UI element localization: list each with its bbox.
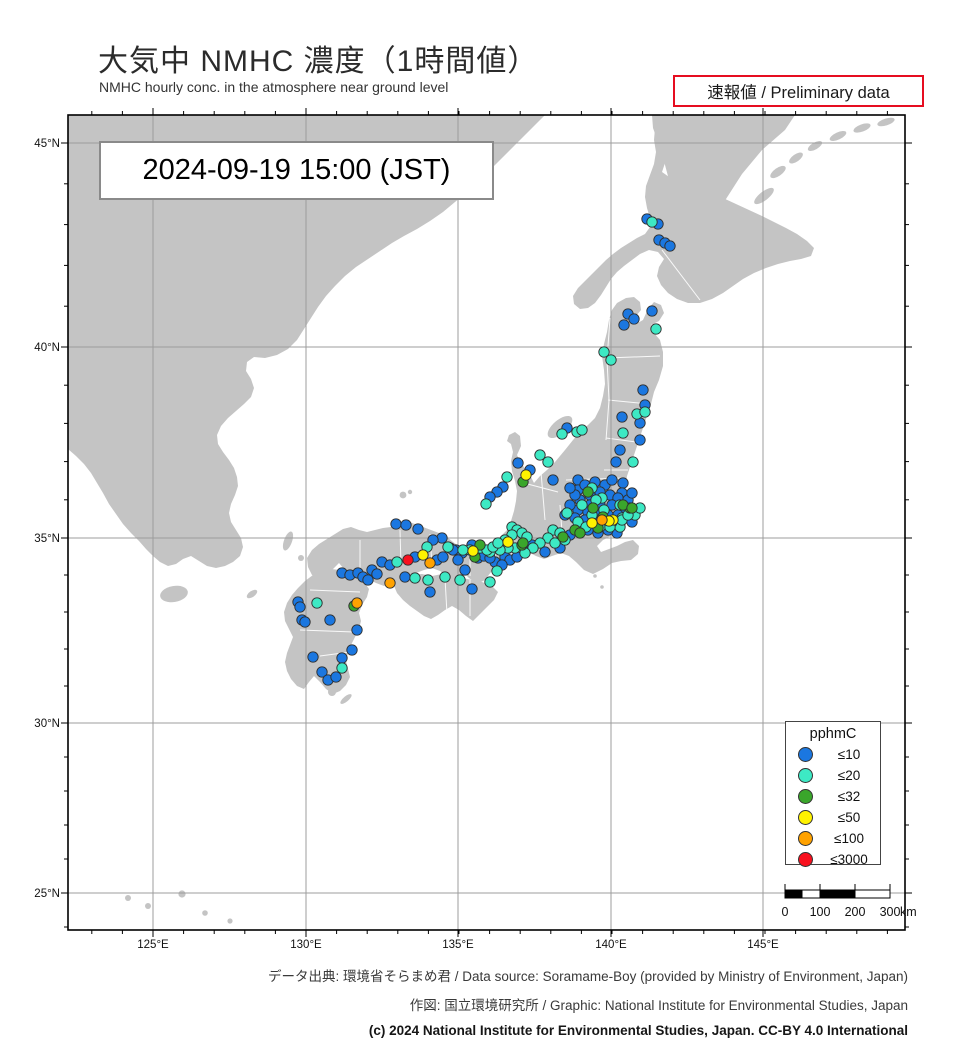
izu-island-4 bbox=[600, 585, 604, 589]
iki-island bbox=[298, 555, 304, 561]
sw-islet-1 bbox=[125, 895, 131, 901]
legend-label: ≤10 bbox=[837, 747, 861, 762]
svg-text:135°E: 135°E bbox=[442, 939, 474, 951]
legend-label: ≤100 bbox=[834, 831, 864, 846]
legend-label: ≤3000 bbox=[830, 852, 868, 867]
tsushima-island bbox=[282, 531, 294, 551]
svg-text:140°E: 140°E bbox=[595, 939, 627, 951]
axis-labels: 45°N 40°N 35°N 30°N 25°N 125°E 130°E 135°E 140°E… bbox=[34, 138, 779, 951]
oki-island-2 bbox=[407, 489, 413, 495]
svg-text:40°N: 40°N bbox=[34, 342, 60, 354]
sw-islet-4 bbox=[202, 910, 208, 916]
legend-row: ≤20 bbox=[786, 765, 880, 786]
svg-text:0: 0 bbox=[782, 905, 789, 919]
svg-text:130°E: 130°E bbox=[290, 939, 322, 951]
izu-island-3 bbox=[593, 574, 597, 578]
page-title: 大気中 NMHC 濃度（1時間値） bbox=[98, 45, 539, 78]
footer-copyright: (c) 2024 National Institute for Environm… bbox=[368, 1023, 908, 1038]
legend-label: ≤32 bbox=[837, 789, 861, 804]
continent-korea-land bbox=[68, 115, 545, 568]
legend-label: ≤20 bbox=[837, 768, 861, 783]
map-frame bbox=[67, 114, 906, 931]
legend-row: ≤100 bbox=[786, 828, 880, 849]
kuril-islet-2 bbox=[789, 152, 803, 164]
sw-islet-2 bbox=[145, 903, 151, 909]
sw-islet-3 bbox=[178, 890, 186, 898]
legend-dot-le20 bbox=[798, 768, 813, 783]
legend-dot-le3000 bbox=[798, 852, 813, 867]
svg-text:125°E: 125°E bbox=[137, 939, 169, 951]
svg-text:145°E: 145°E bbox=[747, 939, 779, 951]
scale-bar: 0 100 200 300 km bbox=[782, 884, 917, 919]
legend-row: ≤50 bbox=[786, 807, 880, 828]
legend-dot-le100 bbox=[798, 831, 813, 846]
sw-islet-5 bbox=[227, 918, 233, 924]
kunashiri-island bbox=[754, 187, 774, 205]
kuril-islet-3 bbox=[807, 141, 823, 151]
legend-row: ≤10 bbox=[786, 744, 880, 765]
legend-box: pphmC ≤10 ≤20 ≤32 ≤50 ≤100 ≤3000 bbox=[785, 721, 881, 867]
kuril-islet-4 bbox=[829, 130, 847, 142]
legend-label: ≤50 bbox=[837, 810, 861, 825]
hokkaido-land bbox=[573, 120, 814, 309]
goto-islands bbox=[246, 589, 258, 599]
svg-text:30°N: 30°N bbox=[34, 718, 60, 730]
station-dots bbox=[292, 213, 676, 686]
svg-text:100: 100 bbox=[810, 905, 831, 919]
kuril-islet-1 bbox=[770, 165, 786, 179]
timestamp-box: 2024-09-19 15:00 (JST) bbox=[99, 141, 494, 200]
svg-text:300: 300 bbox=[880, 905, 901, 919]
svg-text:25°N: 25°N bbox=[34, 888, 60, 900]
legend-row: ≤3000 bbox=[786, 849, 880, 870]
svg-text:200: 200 bbox=[845, 905, 866, 919]
svg-text:35°N: 35°N bbox=[34, 533, 60, 545]
izu-island-1 bbox=[595, 554, 599, 558]
kuril-islet-6 bbox=[877, 117, 895, 127]
legend-row: ≤32 bbox=[786, 786, 880, 807]
footer-graphic-credit: 作図: 国立環境研究所 / Graphic: National Institut… bbox=[409, 998, 908, 1013]
legend-dot-le32 bbox=[798, 789, 813, 804]
preliminary-data-badge: 速報値 / Preliminary data bbox=[673, 75, 924, 107]
jeju-island bbox=[160, 585, 188, 603]
legend-title: pphmC bbox=[809, 726, 857, 742]
kyushu-land bbox=[284, 569, 369, 694]
legend-dot-le10 bbox=[798, 747, 813, 762]
tanegashima-island bbox=[340, 694, 352, 704]
sado-island bbox=[547, 415, 573, 439]
oki-island bbox=[399, 491, 407, 499]
legend-dot-le50 bbox=[798, 810, 813, 825]
footer-data-source: データ出典: 環境省そらまめ君 / Data source: Soramame-… bbox=[268, 969, 908, 984]
yakushima-island bbox=[328, 688, 336, 696]
page-subtitle: NMHC hourly conc. in the atmosphere near… bbox=[99, 79, 449, 95]
izu-island-2 bbox=[598, 564, 602, 568]
svg-text:45°N: 45°N bbox=[34, 138, 60, 150]
kuril-islet-5 bbox=[853, 123, 871, 133]
svg-text:km: km bbox=[900, 905, 917, 919]
